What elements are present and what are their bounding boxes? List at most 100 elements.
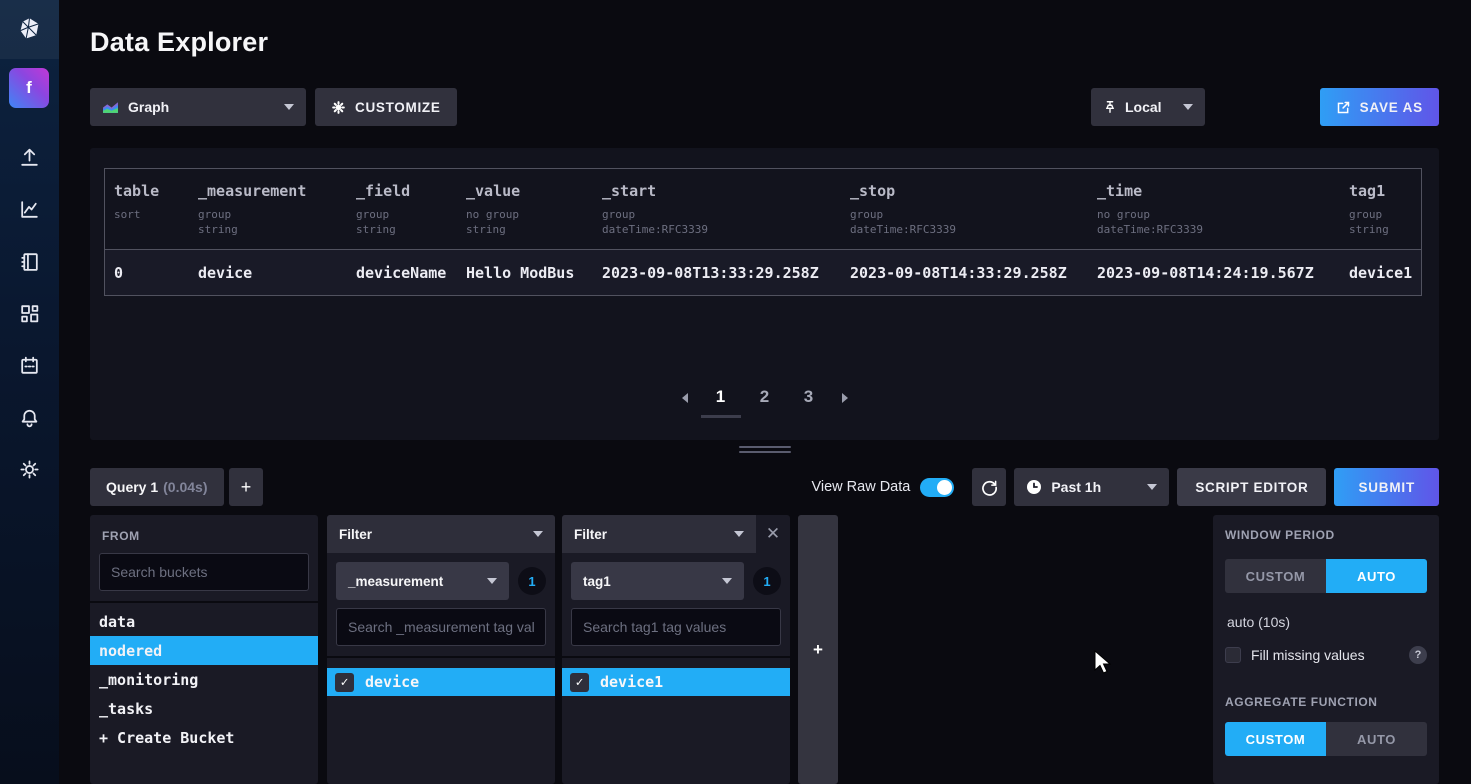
time-range-dropdown[interactable]: Past 1h — [1014, 468, 1170, 506]
column-header[interactable]: _value no group string — [457, 169, 593, 250]
view-toolbar: Graph CUSTOMIZE Local SAVE AS — [90, 88, 1439, 126]
column-type: dateTime:RFC3339 — [1097, 223, 1203, 236]
local-dropdown[interactable]: Local — [1091, 88, 1205, 126]
window-period-toggle: CUSTOM AUTO — [1225, 559, 1427, 593]
checkbox-checked-icon[interactable]: ✓ — [570, 672, 589, 692]
resize-handle[interactable] — [739, 446, 791, 456]
bell-icon — [21, 409, 38, 427]
column-name: _field — [356, 182, 411, 200]
view-raw-data-label: View Raw Data — [811, 479, 911, 495]
search-buckets-input[interactable] — [99, 553, 309, 591]
upload-icon — [21, 148, 38, 166]
prev-page-button[interactable] — [672, 385, 698, 411]
sidebar-item-upload[interactable] — [0, 131, 59, 183]
checkbox-checked-icon[interactable]: ✓ — [335, 672, 354, 692]
view-type-dropdown[interactable]: Graph — [90, 88, 306, 126]
search-tag1-values-input[interactable] — [571, 608, 781, 646]
column-meta: group — [356, 208, 390, 221]
aggregate-auto-button[interactable]: AUTO — [1326, 722, 1427, 756]
column-meta: group — [198, 208, 232, 221]
column-name: _stop — [850, 182, 896, 200]
column-header[interactable]: tag1 group string — [1340, 169, 1421, 250]
bucket-item-monitoring[interactable]: _monitoring — [99, 670, 199, 689]
chevron-down-icon — [487, 578, 497, 584]
aggregate-function-title: AGGREGATE FUNCTION — [1225, 695, 1378, 709]
window-period-value: auto (10s) — [1227, 614, 1291, 630]
table-cell: device1 — [1340, 250, 1421, 295]
column-name: _start — [602, 182, 657, 200]
table-cell: 2023-09-08T14:24:19.567Z — [1088, 250, 1340, 295]
query-duration: (0.04s) — [163, 479, 208, 495]
bucket-item-tasks[interactable]: _tasks — [99, 699, 154, 718]
remove-filter-button[interactable]: ✕ — [765, 524, 781, 543]
influxdb-logo[interactable] — [0, 0, 59, 59]
refresh-icon — [981, 480, 997, 496]
page-button-2[interactable]: 2 — [759, 387, 770, 406]
window-period-auto-button[interactable]: AUTO — [1326, 559, 1427, 593]
tag-value-item-device1[interactable]: ✓ device1 — [562, 668, 790, 696]
script-editor-button[interactable]: SCRIPT EDITOR — [1177, 468, 1327, 506]
next-page-button[interactable] — [832, 385, 858, 411]
window-period-panel: WINDOW PERIOD CUSTOM AUTO auto (10s) Fil… — [1213, 515, 1439, 784]
column-header[interactable]: _start group dateTime:RFC3339 — [593, 169, 841, 250]
bucket-item-data[interactable]: data — [99, 612, 136, 631]
sidebar-item-data-explorer[interactable] — [0, 183, 59, 235]
column-name: table — [114, 182, 160, 200]
column-meta: sort — [114, 208, 141, 221]
calendar-icon — [21, 356, 38, 374]
submit-button[interactable]: SUBMIT — [1334, 468, 1439, 506]
user-avatar[interactable]: f — [9, 68, 49, 108]
create-bucket-button[interactable]: + Create Bucket — [99, 728, 235, 747]
tag-value-item-device[interactable]: ✓ device — [327, 668, 555, 696]
window-period-custom-button[interactable]: CUSTOM — [1225, 559, 1326, 593]
view-raw-data-toggle[interactable] — [920, 477, 955, 497]
bucket-item-nodered[interactable]: nodered — [90, 636, 318, 665]
fill-missing-values-checkbox[interactable] — [1225, 647, 1241, 663]
sidebar-item-alerts[interactable] — [0, 391, 59, 443]
page-button-1[interactable]: 1 — [700, 385, 742, 418]
tag-key-label: tag1 — [583, 573, 611, 589]
add-filter-card-button[interactable]: + — [798, 515, 838, 784]
save-as-label: SAVE AS — [1359, 99, 1423, 115]
tag-key-dropdown[interactable]: _measurement — [336, 562, 509, 600]
from-card-title: FROM — [102, 529, 140, 543]
query-tab[interactable]: Query 1 (0.04s) — [90, 468, 224, 506]
filter-type-dropdown[interactable]: Filter — [327, 515, 555, 553]
column-header[interactable]: _stop group dateTime:RFC3339 — [841, 169, 1088, 250]
column-header[interactable]: _field group string — [347, 169, 457, 250]
chevron-down-icon — [722, 578, 732, 584]
save-as-button[interactable]: SAVE AS — [1319, 88, 1439, 126]
column-header[interactable]: table sort — [105, 169, 189, 250]
toggle-knob — [937, 479, 953, 495]
column-header[interactable]: _time no group dateTime:RFC3339 — [1088, 169, 1340, 250]
aggregate-custom-button[interactable]: CUSTOM — [1225, 722, 1326, 756]
column-name: tag1 — [1349, 182, 1386, 200]
table-cell: device — [189, 250, 347, 295]
dashboards-icon — [21, 304, 39, 322]
raw-data-panel: table sort _measurement group string _fie… — [90, 148, 1439, 440]
sidebar-item-dashboards[interactable] — [0, 287, 59, 339]
divider — [562, 656, 790, 658]
add-query-button[interactable]: + — [229, 468, 263, 506]
selected-count-badge: 1 — [753, 567, 781, 595]
gear-icon — [20, 459, 39, 479]
column-header[interactable]: _measurement group string — [189, 169, 347, 250]
tag-key-dropdown[interactable]: tag1 — [571, 562, 744, 600]
table-cell: deviceName — [347, 250, 457, 295]
customize-label: CUSTOMIZE — [355, 99, 441, 115]
sidebar-item-notebooks[interactable] — [0, 235, 59, 287]
sidebar-item-settings[interactable] — [0, 443, 59, 495]
filter-card-measurement: Filter _measurement 1 ✓ device — [327, 515, 555, 784]
page-button-3[interactable]: 3 — [803, 387, 814, 406]
tag-value-label: device — [365, 673, 420, 691]
gear-icon — [332, 100, 345, 114]
chevron-down-icon — [533, 531, 543, 537]
export-icon — [1337, 101, 1349, 113]
customize-button[interactable]: CUSTOMIZE — [315, 88, 457, 126]
search-measurement-values-input[interactable] — [336, 608, 546, 646]
help-icon[interactable]: ? — [1409, 646, 1427, 664]
chevron-down-icon — [734, 531, 744, 537]
filter-type-dropdown[interactable]: Filter — [562, 515, 756, 553]
sidebar-item-tasks[interactable] — [0, 339, 59, 391]
refresh-button[interactable] — [972, 468, 1007, 506]
